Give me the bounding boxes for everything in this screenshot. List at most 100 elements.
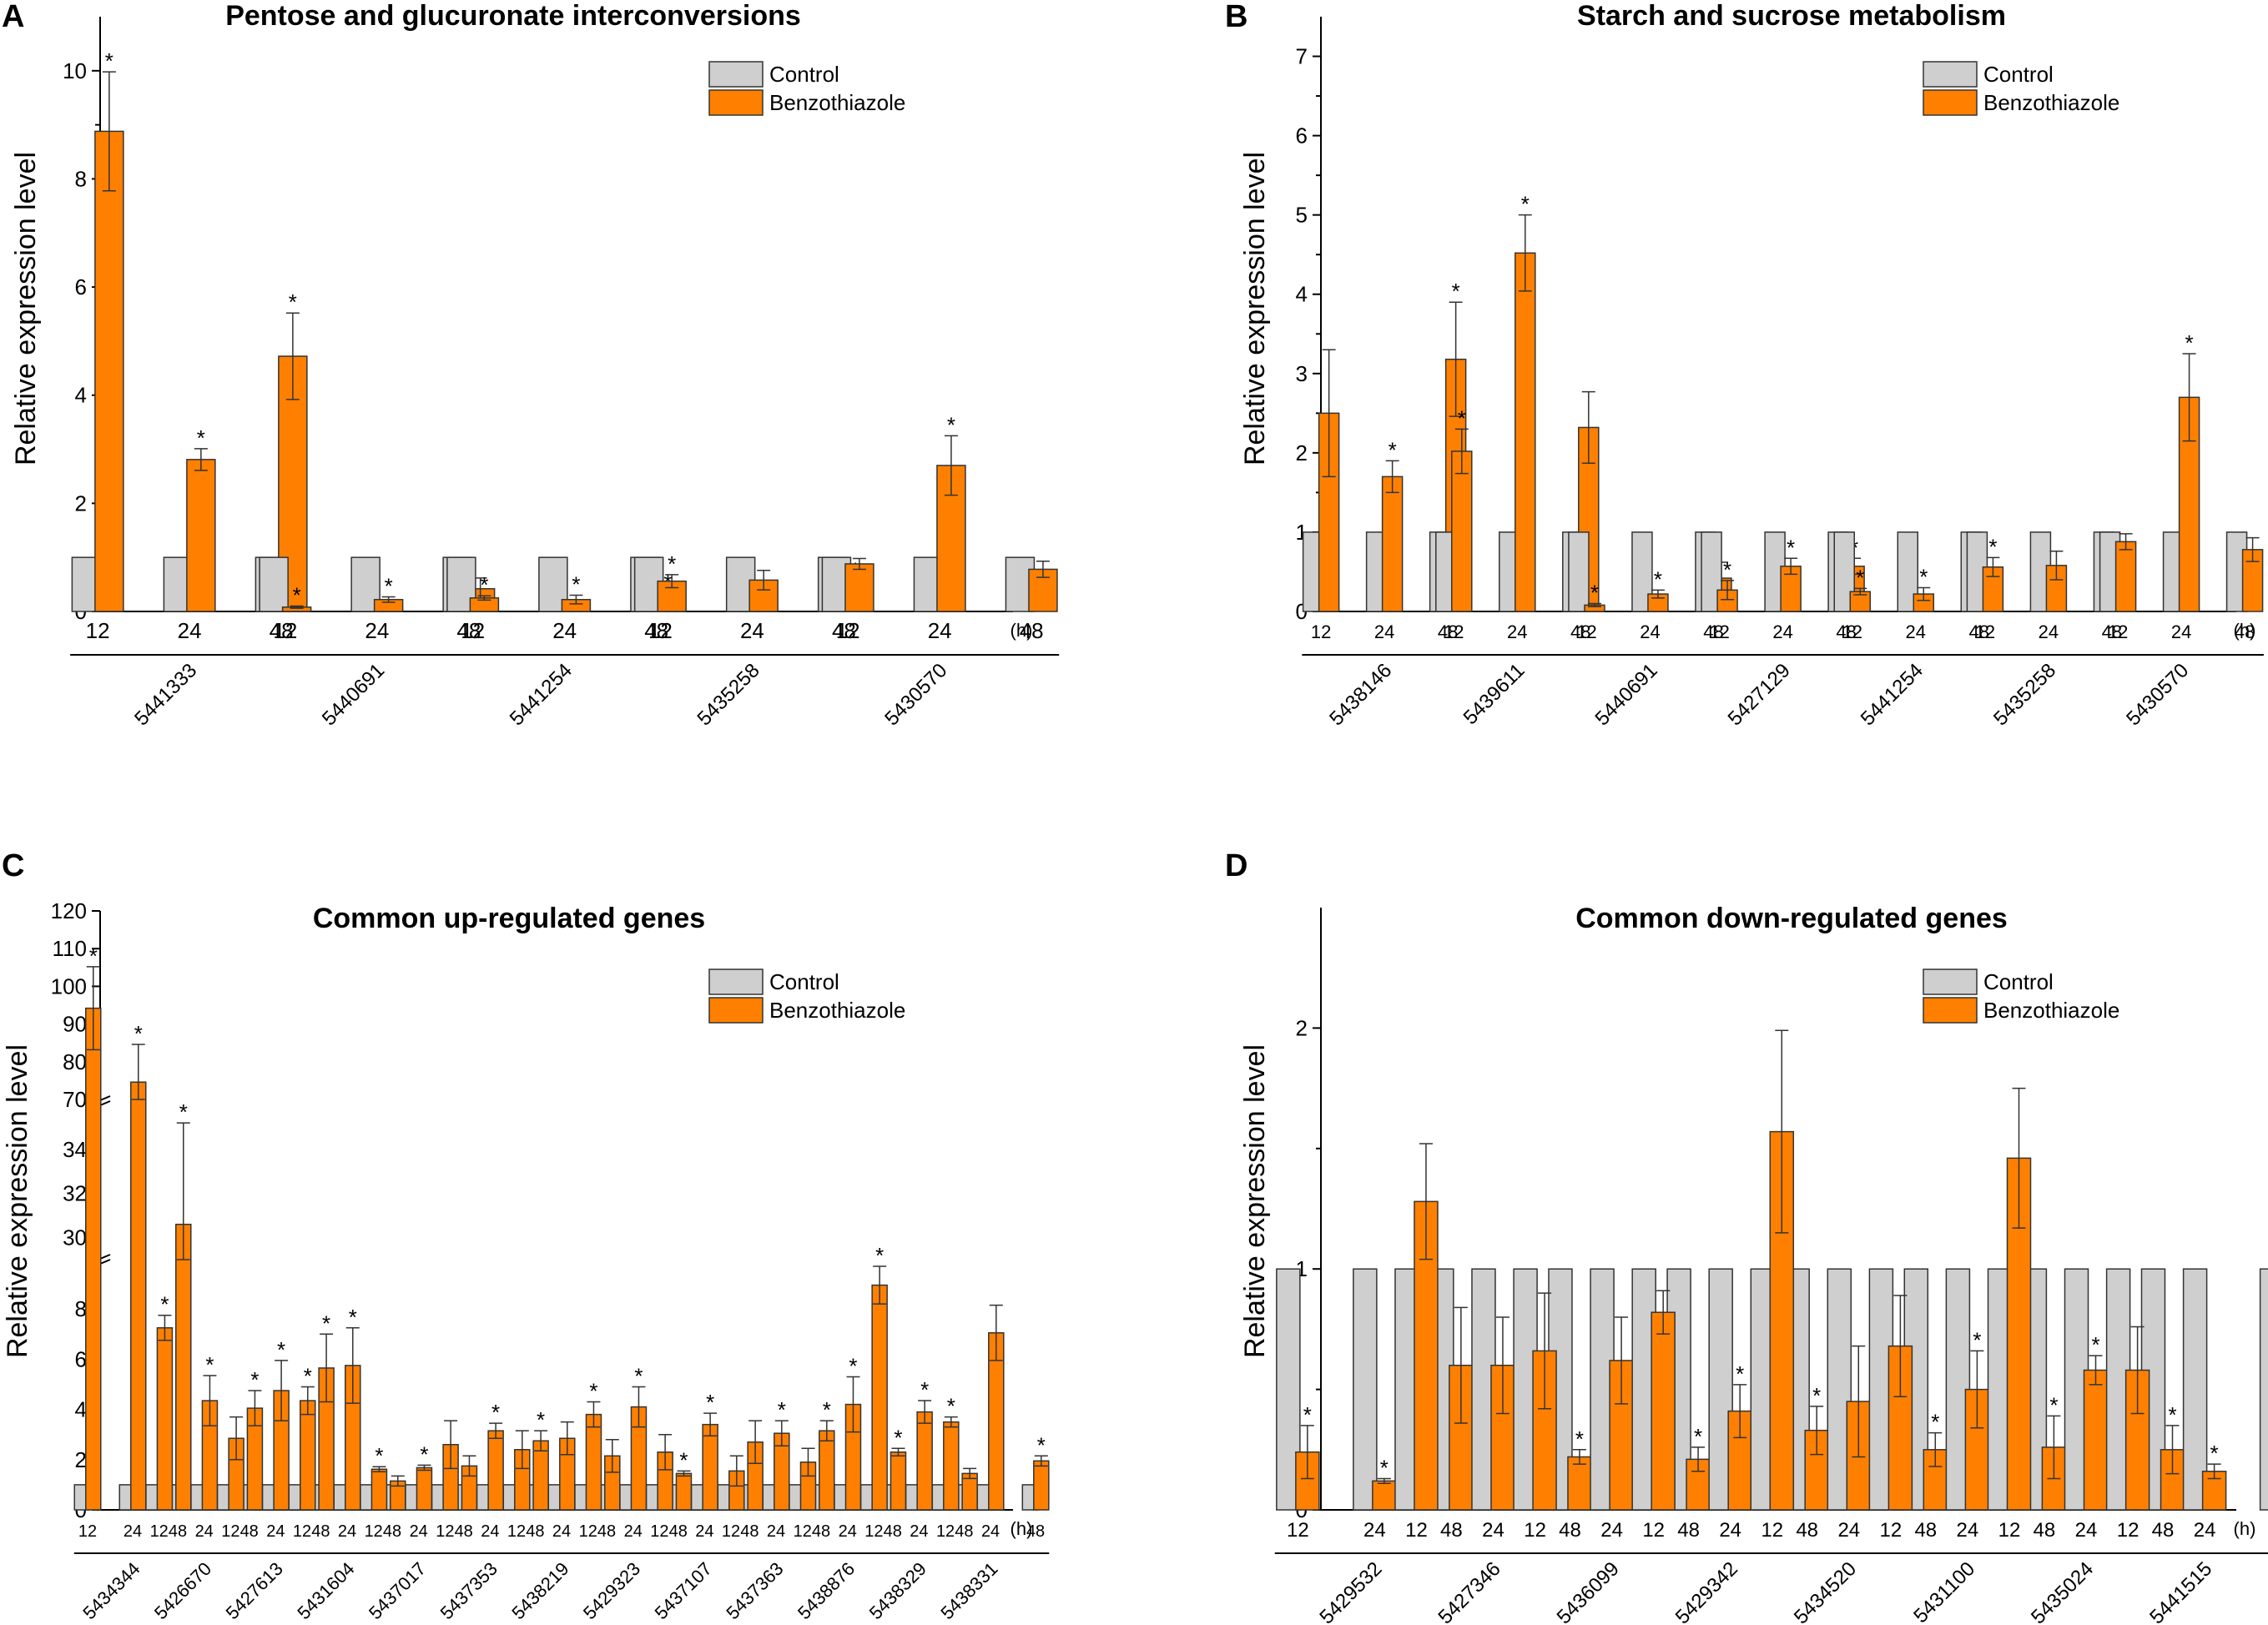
time-point-label: 12 (722, 1522, 740, 1541)
time-point-label: 12 (293, 1522, 311, 1541)
treatment-bar (819, 1430, 835, 1511)
legend-control-swatch (1923, 61, 1978, 88)
time-point-label: 12 (1444, 621, 1464, 642)
y-tick-label: 30 (63, 1225, 87, 1250)
time-point-label: 12 (1998, 1519, 2021, 1542)
time-point-label: 48 (644, 618, 668, 643)
significance-asterisk: * (2210, 1441, 2219, 1466)
time-point-label: 24 (1374, 621, 1394, 642)
time-point-label: 48 (1914, 1519, 1937, 1542)
panel-b-chart: Starch and sucrose metabolism Relative ex… (1239, 0, 2264, 730)
treatment-bar (94, 130, 124, 612)
y-tick-label: 2 (1296, 440, 1308, 465)
significance-asterisk: * (1380, 1455, 1389, 1480)
time-point-label: 24 (695, 1522, 713, 1541)
legend-control-swatch (1923, 968, 1978, 995)
gene-id-label: 5434344 (78, 1558, 144, 1623)
treatment-bar (916, 1411, 933, 1511)
panel-label-d: D (1225, 848, 1247, 883)
significance-asterisk: * (1812, 1383, 1821, 1408)
treatment-bar (844, 563, 874, 612)
legend-treatment-label: Benzothiazole (769, 90, 905, 115)
time-point-label: 24 (1363, 1519, 1386, 1542)
time-point-label: 12 (1405, 1519, 1428, 1542)
significance-asterisk: * (480, 572, 488, 597)
legend-treatment-label: Benzothiazole (1983, 998, 2119, 1023)
y-tick-label: 8 (75, 1296, 87, 1321)
time-point-label: 48 (455, 1522, 473, 1541)
chart-title: Common down-regulated genes (1575, 903, 2008, 934)
significance-asterisk: * (875, 1243, 884, 1268)
treatment-bar (675, 1472, 693, 1511)
time-point-label: 48 (1440, 1519, 1463, 1542)
y-tick-label: 32 (63, 1181, 87, 1206)
treatment-bar (890, 1451, 907, 1511)
time-point-label: 12 (221, 1522, 239, 1541)
time-point-label: 48 (169, 1522, 187, 1541)
time-point-label: 48 (740, 1522, 759, 1541)
time-point-label: 48 (526, 1522, 544, 1541)
y-tick-label: 10 (63, 58, 87, 83)
legend-treatment-swatch (708, 89, 764, 116)
time-point-label: 48 (812, 1522, 830, 1541)
significance-asterisk: * (491, 1400, 500, 1425)
significance-asterisk: * (277, 1337, 285, 1362)
y-tick-label: 70 (63, 1087, 87, 1112)
y-tick-label: 90 (63, 1012, 87, 1037)
significance-asterisk: * (668, 551, 676, 576)
significance-asterisk: * (1452, 279, 1460, 304)
treatment-bar (2083, 1369, 2109, 1511)
time-point-label: 24 (481, 1522, 499, 1541)
gene-id-label: 5441254 (1857, 659, 1928, 730)
panel-d-chart: Common down-regulated genes Relative expr… (1239, 903, 2268, 1625)
chart-title: Pentose and glucuronate interconversions (225, 0, 801, 32)
time-point-label: 48 (832, 618, 856, 643)
time-point-label: 12 (1709, 621, 1729, 642)
time-point-label: 48 (597, 1522, 616, 1541)
time-point-label: 48 (456, 618, 481, 643)
gene-id-label: 5438146 (1325, 659, 1396, 730)
significance-asterisk: * (947, 1394, 955, 1419)
time-point-label: 48 (2034, 1519, 2056, 1542)
y-tick-label: 100 (51, 973, 87, 999)
treatment-bar (300, 1400, 316, 1511)
time-unit-label: (h) (1011, 1518, 1033, 1539)
time-point-label: 12 (1880, 1519, 1903, 1542)
significance-asterisk: * (572, 572, 580, 597)
treatment-bar (130, 1081, 147, 1511)
gene-id-label: 5435258 (693, 659, 764, 730)
treatment-bar (1651, 1311, 1676, 1511)
significance-asterisk: * (385, 573, 393, 598)
y-tick-label: 3 (1296, 361, 1308, 386)
time-point-label: 48 (1969, 621, 1989, 642)
control-bar (259, 556, 289, 612)
legend-control-label: Control (1983, 969, 2054, 994)
time-point-label: 24 (1507, 621, 1527, 642)
time-point-label: 48 (669, 1522, 688, 1541)
legend-treatment-label: Benzothiazole (769, 998, 905, 1023)
chart-title: Starch and sucrose metabolism (1577, 0, 2006, 32)
y-tick-label: 4 (75, 383, 87, 408)
time-point-label: 24 (2039, 621, 2059, 642)
time-point-label: 12 (1842, 621, 1862, 642)
panel-label-c: C (2, 848, 24, 883)
significance-asterisk: * (1037, 1432, 1046, 1457)
significance-asterisk: * (634, 1364, 643, 1389)
significance-asterisk: * (1694, 1424, 1702, 1449)
y-tick-label: 34 (63, 1137, 87, 1162)
gene-id-label: 5429323 (579, 1558, 644, 1623)
time-point-label: 24 (910, 1522, 928, 1541)
time-point-label: 12 (936, 1522, 955, 1541)
time-point-label: 12 (507, 1522, 526, 1541)
time-point-label: 48 (270, 618, 294, 643)
gene-id-label: 5435258 (1989, 659, 2060, 730)
treatment-bar (1381, 475, 1404, 612)
time-unit-label: (h) (2234, 620, 2256, 641)
time-point-label: 48 (240, 1522, 259, 1541)
gene-id-label: 5439611 (1459, 659, 1530, 729)
time-point-label: 24 (178, 618, 202, 643)
treatment-bar (156, 1327, 174, 1511)
time-point-label: 24 (1600, 1519, 1623, 1542)
significance-asterisk: * (1303, 1402, 1312, 1427)
